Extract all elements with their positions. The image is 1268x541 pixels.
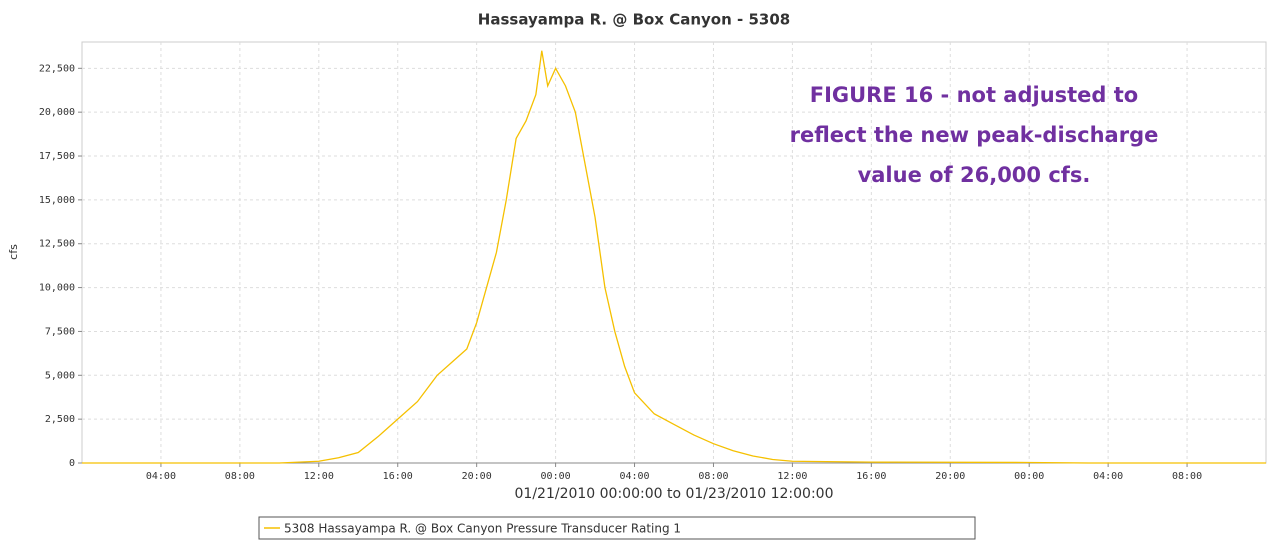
annotation-text: reflect the new peak-discharge (790, 123, 1159, 147)
series-line (82, 50, 1266, 464)
y-tick-label: 0 (69, 458, 75, 469)
x-tick-label: 00:00 (541, 471, 571, 482)
x-tick-label: 08:00 (225, 471, 255, 482)
x-tick-label: 16:00 (856, 471, 886, 482)
x-tick-label: 08:00 (698, 471, 728, 482)
x-tick-label: 04:00 (146, 471, 176, 482)
y-tick-label: 22,500 (39, 63, 75, 74)
y-tick-label: 5,000 (45, 370, 75, 381)
y-axis-label: cfs (7, 244, 20, 260)
y-tick-label: 10,000 (39, 283, 75, 294)
x-tick-label: 20:00 (462, 471, 492, 482)
x-tick-label: 08:00 (1172, 471, 1202, 482)
y-tick-label: 20,000 (39, 107, 75, 118)
annotation-text: value of 26,000 cfs. (858, 163, 1091, 187)
legend (258, 516, 976, 540)
x-tick-label: 20:00 (935, 471, 965, 482)
annotation-text: FIGURE 16 - not adjusted to (810, 83, 1139, 107)
x-axis-label: 01/21/2010 00:00:00 to 01/23/2010 12:00:… (515, 486, 834, 502)
x-tick-label: 16:00 (383, 471, 413, 482)
x-tick-label: 12:00 (777, 471, 807, 482)
y-tick-label: 7,500 (45, 326, 75, 337)
x-tick-label: 04:00 (1093, 471, 1123, 482)
y-tick-label: 12,500 (39, 239, 75, 250)
y-tick-label: 2,500 (45, 414, 75, 425)
x-tick-label: 12:00 (304, 471, 334, 482)
legend-label: 5308 Hassayampa R. @ Box Canyon Pressure… (284, 522, 681, 536)
chart-title: Hassayampa R. @ Box Canyon - 5308 (478, 11, 790, 29)
x-tick-label: 04:00 (619, 471, 649, 482)
y-tick-label: 17,500 (39, 151, 75, 162)
y-tick-label: 15,000 (39, 195, 75, 206)
x-tick-label: 00:00 (1014, 471, 1044, 482)
